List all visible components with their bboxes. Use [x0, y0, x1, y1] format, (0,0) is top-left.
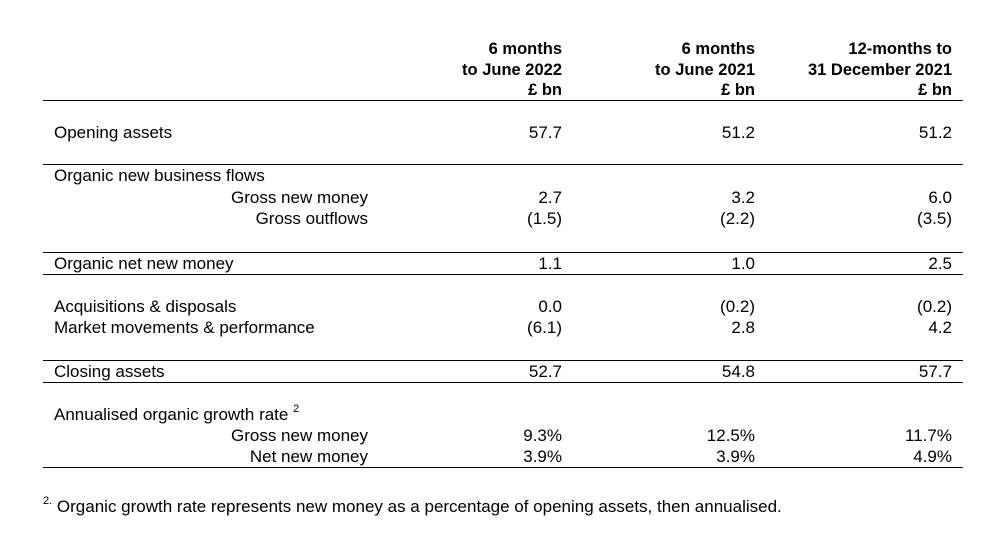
cell-value: 2.7 [538, 188, 562, 207]
cell-value: 12.5% [706, 426, 755, 445]
cell-value: (2.2) [720, 209, 755, 228]
section-heading-organic-flows: Organic new business flows [54, 166, 265, 185]
cell-value: 3.2 [731, 188, 755, 207]
cell-value: 2.5 [928, 254, 952, 273]
cell-value: 9.3% [523, 426, 562, 445]
cell-value: 51.2 [721, 123, 755, 142]
growth-rate-label: Annualised organic growth rate [54, 405, 289, 424]
subtotal-top-divider [43, 252, 963, 253]
cell-value: (0.2) [917, 297, 952, 316]
cell-value: 6.0 [928, 188, 952, 207]
subtotal-bottom-divider [43, 274, 963, 275]
column-header-h1-2021: 6 months to June 2021 £ bn [655, 40, 755, 99]
row-label: Organic net new money [54, 254, 234, 273]
row-label: Opening assets [54, 123, 173, 142]
cell-value: 4.9% [913, 447, 952, 466]
header-divider [43, 100, 963, 101]
cell-value: 3.9% [523, 447, 562, 466]
row-label: Gross new money [231, 426, 368, 445]
cell-value: 57.7 [528, 123, 562, 142]
footnote: 2. Organic growth rate represents new mo… [43, 495, 782, 517]
footnote-marker: 2. [43, 495, 53, 508]
row-label: Net new money [249, 447, 368, 466]
cell-value: (1.5) [527, 209, 562, 228]
cell-value: 3.9% [716, 447, 755, 466]
cell-value: 1.1 [538, 254, 562, 273]
cell-value: 1.0 [731, 254, 755, 273]
row-label: Closing assets [54, 362, 165, 381]
total-bottom-divider [43, 382, 963, 383]
footnote-text: Organic growth rate represents new money… [56, 497, 782, 516]
column-header-h1-2022: 6 months to June 2022 £ bn [462, 40, 562, 99]
cell-value: 4.2 [928, 318, 952, 337]
section-heading-growth-rate: Annualised organic growth rate 2 [54, 403, 300, 425]
row-label: Gross outflows [255, 209, 368, 228]
cell-value: 0.0 [538, 297, 562, 316]
cell-value: 11.7% [905, 426, 952, 445]
row-label: Gross new money [231, 188, 368, 207]
row-label: Market movements & performance [54, 318, 315, 337]
total-top-divider [43, 360, 963, 361]
table-bottom-divider [43, 467, 963, 468]
cell-value: 57.7 [918, 362, 952, 381]
cell-value: 52.7 [528, 362, 562, 381]
cell-value: 2.8 [731, 318, 755, 337]
cell-value: (3.5) [917, 209, 952, 228]
footnote-reference: 2 [293, 403, 300, 416]
cell-value: 51.2 [918, 123, 952, 142]
cell-value: (0.2) [720, 297, 755, 316]
row-label: Acquisitions & disposals [54, 297, 237, 316]
cell-value: (6.1) [527, 318, 562, 337]
cell-value: 54.8 [721, 362, 755, 381]
column-header-fy-2021: 12-months to 31 December 2021 £ bn [807, 40, 952, 99]
section-divider [43, 164, 963, 165]
